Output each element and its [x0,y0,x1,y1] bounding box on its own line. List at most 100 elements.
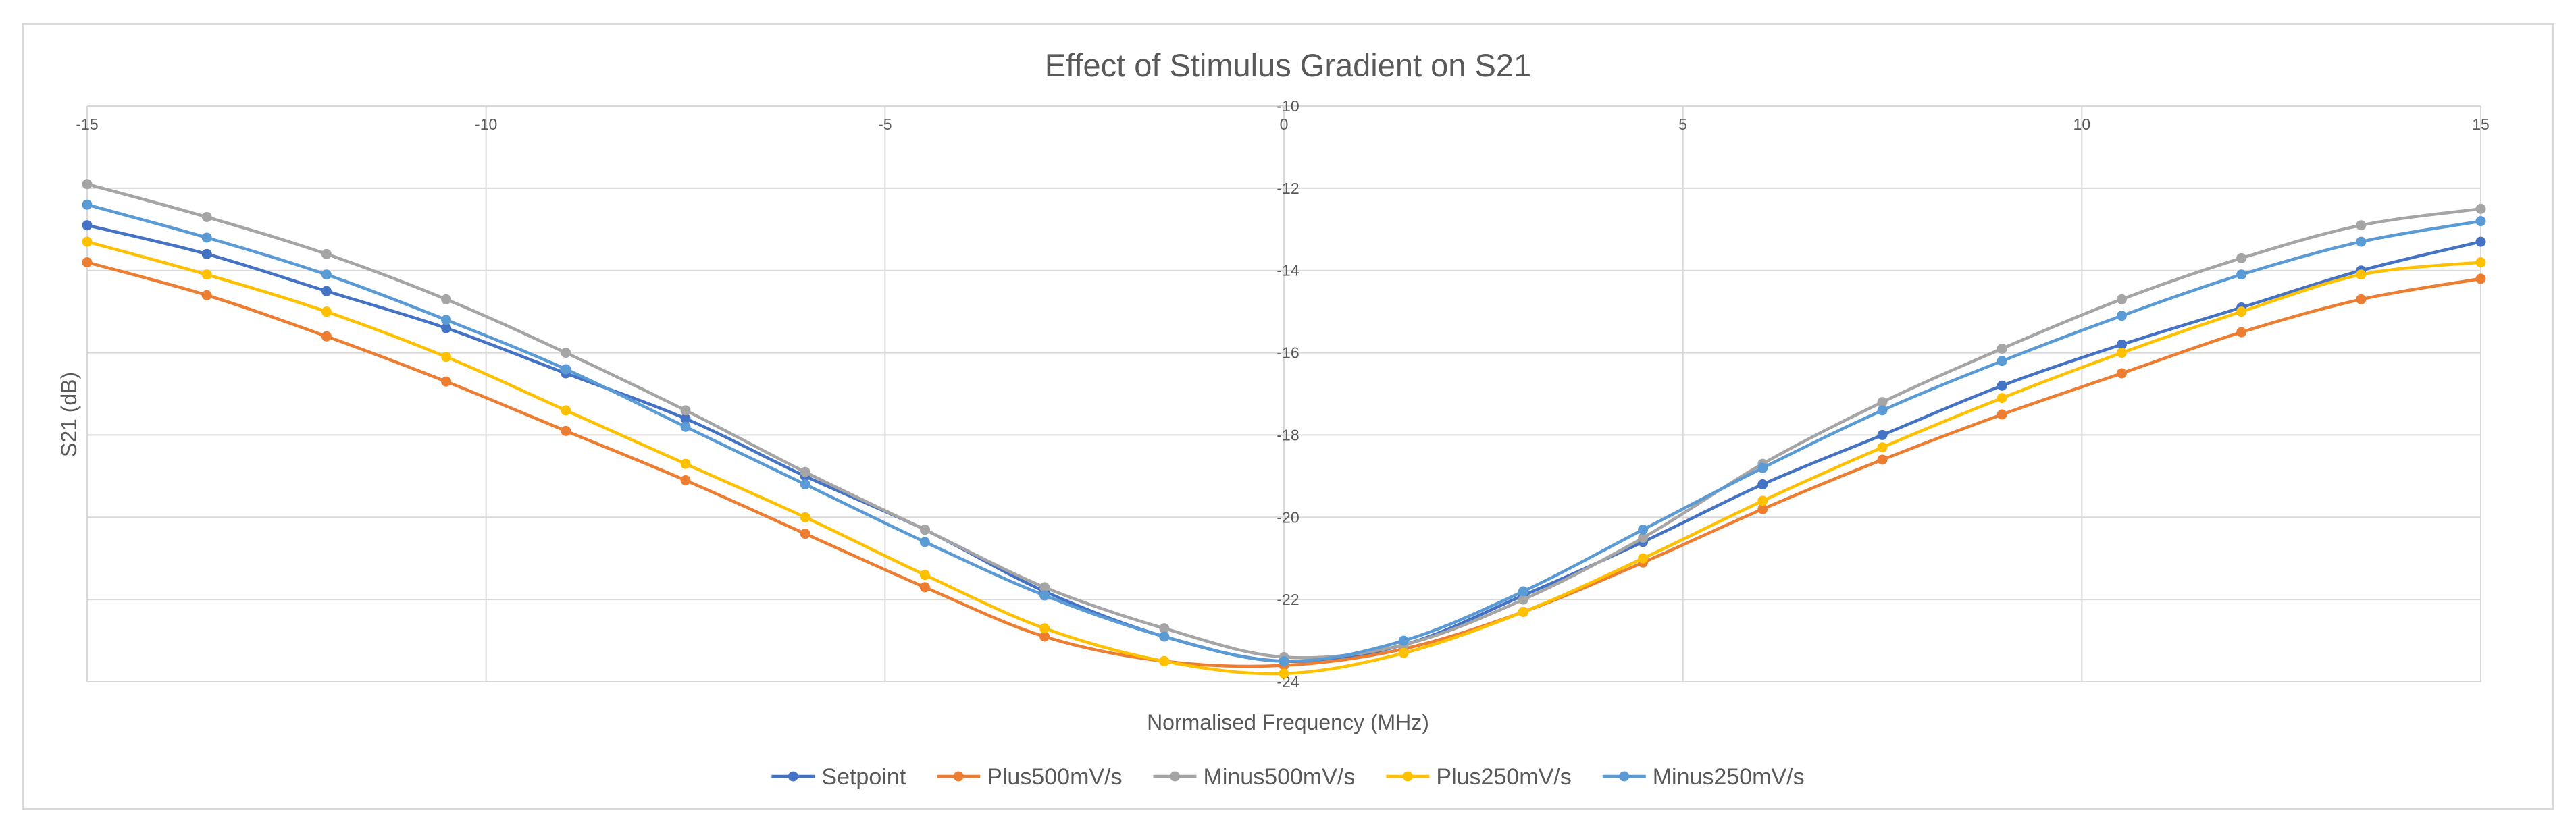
data-point-setpoint [1997,380,2007,391]
data-point-plus500mv-s [441,376,452,387]
data-point-minus500mv-s [2356,220,2367,231]
series-minus250mv-s [82,199,2486,667]
data-point-minus500mv-s [2236,252,2247,263]
y-tick-label: -16 [1277,344,1299,362]
data-point-minus250mv-s [1877,405,1888,416]
data-point-minus250mv-s [680,421,691,432]
data-point-minus500mv-s [201,212,212,223]
data-point-plus500mv-s [201,290,212,300]
x-tick-label: 0 [1280,115,1289,133]
data-point-plus250mv-s [680,458,691,469]
legend-label: Plus250mV/s [1436,764,1571,790]
data-point-plus500mv-s [680,475,691,485]
data-point-plus500mv-s [561,425,571,436]
data-point-minus500mv-s [561,348,571,358]
y-tick-label: -20 [1277,508,1299,526]
data-point-minus500mv-s [1997,343,2007,354]
data-point-plus250mv-s [1039,623,1050,634]
x-axis-ticks: -15 -10 -5 0 5 10 15 [76,115,2489,133]
data-point-setpoint [2116,339,2127,350]
data-point-plus250mv-s [1997,393,2007,404]
data-point-plus250mv-s [2116,348,2127,358]
x-tick-label: 5 [1678,115,1687,133]
data-point-minus250mv-s [1039,590,1050,601]
y-tick-label: -10 [1277,97,1299,115]
data-point-setpoint [1757,479,1768,490]
grid [86,105,2481,682]
data-point-plus250mv-s [1877,442,1888,453]
legend-label: Setpoint [821,764,906,790]
x-tick-label: -10 [475,115,497,133]
data-point-minus250mv-s [2475,216,2486,227]
legend-marker [1619,771,1630,782]
x-tick-label: 15 [2472,115,2490,133]
data-point-minus500mv-s [321,248,332,259]
data-point-plus500mv-s [321,331,332,342]
data-point-plus250mv-s [82,236,93,247]
data-point-plus250mv-s [1279,668,1289,679]
y-tick-label: -22 [1277,591,1299,608]
data-point-minus250mv-s [1159,631,1170,642]
data-point-plus500mv-s [2236,327,2247,338]
data-point-setpoint [82,220,93,231]
data-point-minus250mv-s [1279,656,1289,667]
data-point-plus250mv-s [919,570,930,581]
data-point-minus500mv-s [1877,397,1888,408]
data-point-minus500mv-s [1039,582,1050,593]
legend-label: Minus500mV/s [1204,764,1356,790]
data-point-minus250mv-s [2356,236,2367,247]
data-point-minus500mv-s [800,466,810,477]
y-tick-label: -18 [1277,426,1299,444]
data-point-minus500mv-s [441,294,452,304]
data-point-plus250mv-s [1398,647,1409,658]
data-point-plus500mv-s [2116,368,2127,379]
data-point-setpoint [680,413,691,424]
y-tick-label: -12 [1277,180,1299,197]
data-point-minus250mv-s [82,199,93,210]
data-point-minus500mv-s [2116,294,2127,304]
data-point-plus500mv-s [800,529,810,539]
legend-marker [1402,771,1413,782]
data-point-minus250mv-s [2236,269,2247,280]
data-point-setpoint [321,286,332,296]
data-point-plus250mv-s [441,352,452,363]
data-point-minus250mv-s [919,537,930,547]
legend-item-minus500mv-s: Minus500mV/s [1153,764,1356,790]
x-axis-label: Normalised Frequency (MHz) [1147,710,1429,734]
data-point-plus500mv-s [1757,504,1768,514]
data-point-minus250mv-s [1518,586,1528,597]
data-point-minus500mv-s [1159,623,1170,634]
data-point-plus250mv-s [2236,306,2247,317]
x-tick-label: -15 [76,115,98,133]
legend-label: Plus500mV/s [987,764,1122,790]
data-point-plus500mv-s [82,257,93,268]
legend-item-plus250mv-s: Plus250mV/s [1386,764,1572,790]
data-point-minus250mv-s [441,315,452,325]
y-axis-label: S21 (dB) [57,372,81,457]
data-point-setpoint [201,248,212,259]
legend-label: Minus250mV/s [1653,764,1805,790]
chart-svg: Effect of Stimulus Gradient on S21 -15 -1… [57,47,2490,790]
data-point-minus500mv-s [82,179,93,190]
data-point-plus250mv-s [800,512,810,522]
data-point-minus250mv-s [1757,462,1768,473]
data-point-plus250mv-s [2356,269,2367,280]
data-point-plus250mv-s [1638,553,1649,564]
data-point-plus500mv-s [1877,454,1888,465]
legend-marker [788,771,798,782]
data-point-minus500mv-s [680,405,691,416]
y-tick-label: -14 [1277,262,1299,279]
legend-item-setpoint: Setpoint [771,764,906,790]
data-point-plus250mv-s [2475,257,2486,268]
chart-title: Effect of Stimulus Gradient on S21 [1045,47,1531,83]
series-layer [82,179,2486,679]
y-axis-ticks: -10-12-14-16-18-20-22-24 [1277,97,1299,691]
data-point-minus500mv-s [919,525,930,535]
data-point-minus500mv-s [2475,203,2486,214]
x-tick-label: 10 [2073,115,2091,133]
legend-marker [953,771,964,782]
data-point-plus250mv-s [1159,656,1170,667]
data-point-minus250mv-s [561,364,571,375]
data-point-plus250mv-s [321,306,332,317]
chart-container: Effect of Stimulus Gradient on S21 -15 -1… [22,23,2554,810]
